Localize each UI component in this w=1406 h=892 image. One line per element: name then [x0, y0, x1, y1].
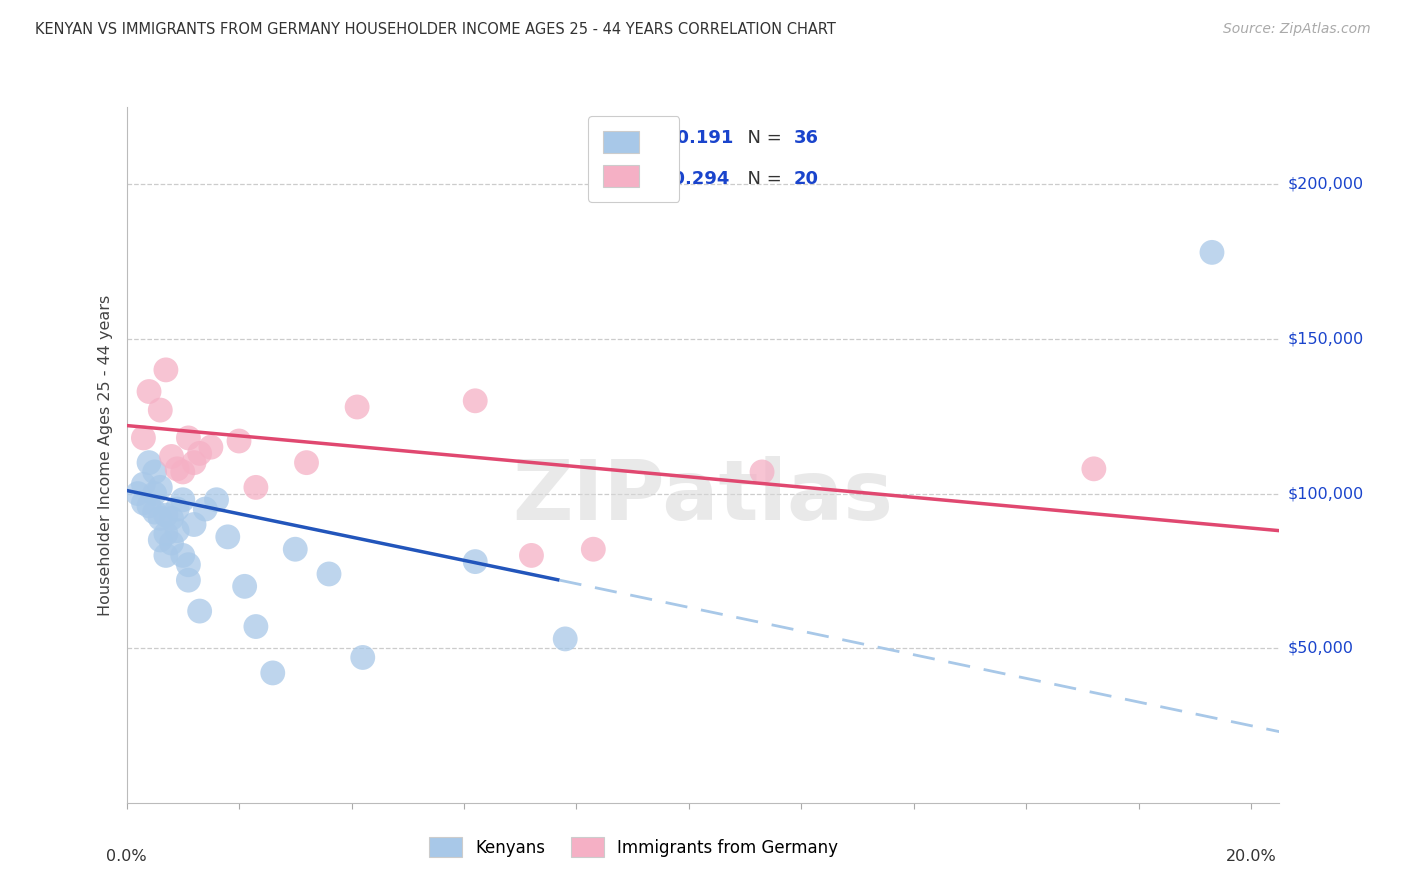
Point: [155, 363, 177, 377]
Point: [172, 465, 194, 479]
Point: [166, 502, 188, 516]
Text: R =: R =: [609, 129, 654, 147]
Point: [177, 573, 200, 587]
Point: [464, 393, 486, 408]
Point: [177, 431, 200, 445]
Point: [1083, 462, 1105, 476]
Point: [155, 526, 177, 541]
Point: [245, 619, 267, 633]
Point: [183, 517, 205, 532]
Point: [520, 549, 543, 563]
Point: [1201, 245, 1223, 260]
Point: [155, 508, 177, 523]
Point: [194, 502, 217, 516]
Point: [200, 440, 222, 454]
Point: [138, 456, 160, 470]
Text: 36: 36: [794, 129, 818, 147]
Point: [127, 486, 149, 500]
Point: [132, 431, 155, 445]
Text: 0.0%: 0.0%: [107, 849, 146, 864]
Point: [284, 542, 307, 557]
Y-axis label: Householder Income Ages 25 - 44 years: Householder Income Ages 25 - 44 years: [97, 294, 112, 615]
Point: [464, 555, 486, 569]
Text: 20: 20: [794, 170, 818, 188]
Legend: Kenyans, Immigrants from Germany: Kenyans, Immigrants from Germany: [422, 830, 845, 864]
Point: [149, 403, 172, 417]
Point: [132, 477, 155, 491]
Point: [160, 536, 183, 550]
Point: [262, 665, 284, 680]
Point: [138, 499, 160, 513]
Point: [149, 511, 172, 525]
Point: [143, 486, 166, 500]
Text: 20.0%: 20.0%: [1226, 849, 1277, 864]
Point: [233, 579, 256, 593]
Text: -0.191: -0.191: [669, 129, 734, 147]
Point: [346, 400, 368, 414]
Point: [166, 524, 188, 538]
Point: [245, 480, 267, 494]
Text: KENYAN VS IMMIGRANTS FROM GERMANY HOUSEHOLDER INCOME AGES 25 - 44 YEARS CORRELAT: KENYAN VS IMMIGRANTS FROM GERMANY HOUSEH…: [35, 22, 837, 37]
Text: N =: N =: [737, 129, 787, 147]
Text: Source: ZipAtlas.com: Source: ZipAtlas.com: [1223, 22, 1371, 37]
Point: [160, 511, 183, 525]
Text: -0.294: -0.294: [665, 170, 728, 188]
Point: [155, 549, 177, 563]
Point: [205, 492, 228, 507]
Point: [554, 632, 576, 646]
Point: [188, 446, 211, 460]
Point: [143, 505, 166, 519]
Point: [295, 456, 318, 470]
Point: [751, 465, 773, 479]
Point: [188, 604, 211, 618]
Text: N =: N =: [737, 170, 787, 188]
Point: [143, 465, 166, 479]
Text: $200,000: $200,000: [1288, 177, 1364, 192]
Point: [138, 384, 160, 399]
Point: [183, 456, 205, 470]
Point: [217, 530, 239, 544]
Point: [160, 450, 183, 464]
Point: [318, 566, 340, 581]
Text: ZIPatlas: ZIPatlas: [513, 456, 893, 537]
Point: [172, 492, 194, 507]
Point: [582, 542, 605, 557]
Point: [177, 558, 200, 572]
Point: [132, 496, 155, 510]
Text: R =: R =: [609, 170, 648, 188]
Point: [228, 434, 250, 448]
Point: [149, 480, 172, 494]
Point: [352, 650, 374, 665]
Point: [166, 462, 188, 476]
Text: $150,000: $150,000: [1288, 332, 1364, 346]
Text: $50,000: $50,000: [1288, 640, 1354, 656]
Point: [172, 549, 194, 563]
Text: $100,000: $100,000: [1288, 486, 1364, 501]
Point: [149, 533, 172, 547]
